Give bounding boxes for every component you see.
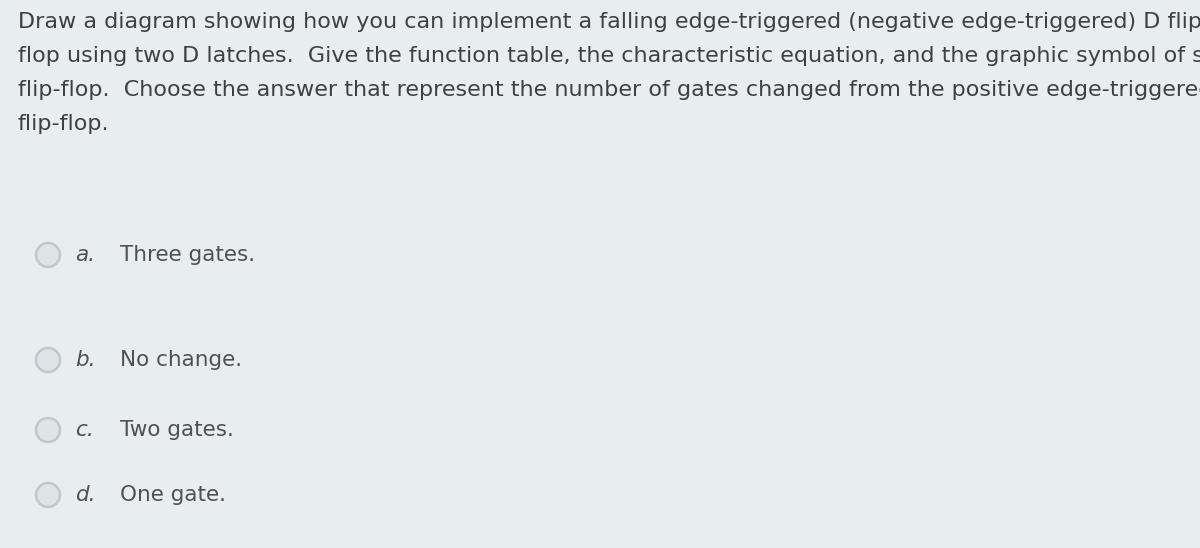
Circle shape	[36, 243, 60, 267]
Text: No change.: No change.	[120, 350, 242, 370]
Text: Two gates.: Two gates.	[120, 420, 234, 440]
Text: Three gates.: Three gates.	[120, 245, 256, 265]
Text: d.: d.	[74, 485, 96, 505]
Text: a.: a.	[74, 245, 95, 265]
Text: c.: c.	[74, 420, 94, 440]
Text: flip-flop.: flip-flop.	[18, 114, 109, 134]
Text: flip-flop.  Choose the answer that represent the number of gates changed from th: flip-flop. Choose the answer that repres…	[18, 80, 1200, 100]
Text: b.: b.	[74, 350, 96, 370]
Circle shape	[36, 418, 60, 442]
Circle shape	[36, 348, 60, 372]
Text: Draw a diagram showing how you can implement a falling edge-triggered (negative : Draw a diagram showing how you can imple…	[18, 12, 1200, 32]
Circle shape	[36, 483, 60, 507]
Text: One gate.: One gate.	[120, 485, 226, 505]
Text: flop using two D latches.  Give the function table, the characteristic equation,: flop using two D latches. Give the funct…	[18, 46, 1200, 66]
